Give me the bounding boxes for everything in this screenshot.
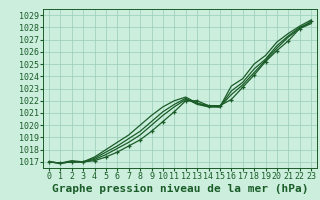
X-axis label: Graphe pression niveau de la mer (hPa): Graphe pression niveau de la mer (hPa) bbox=[52, 184, 308, 194]
